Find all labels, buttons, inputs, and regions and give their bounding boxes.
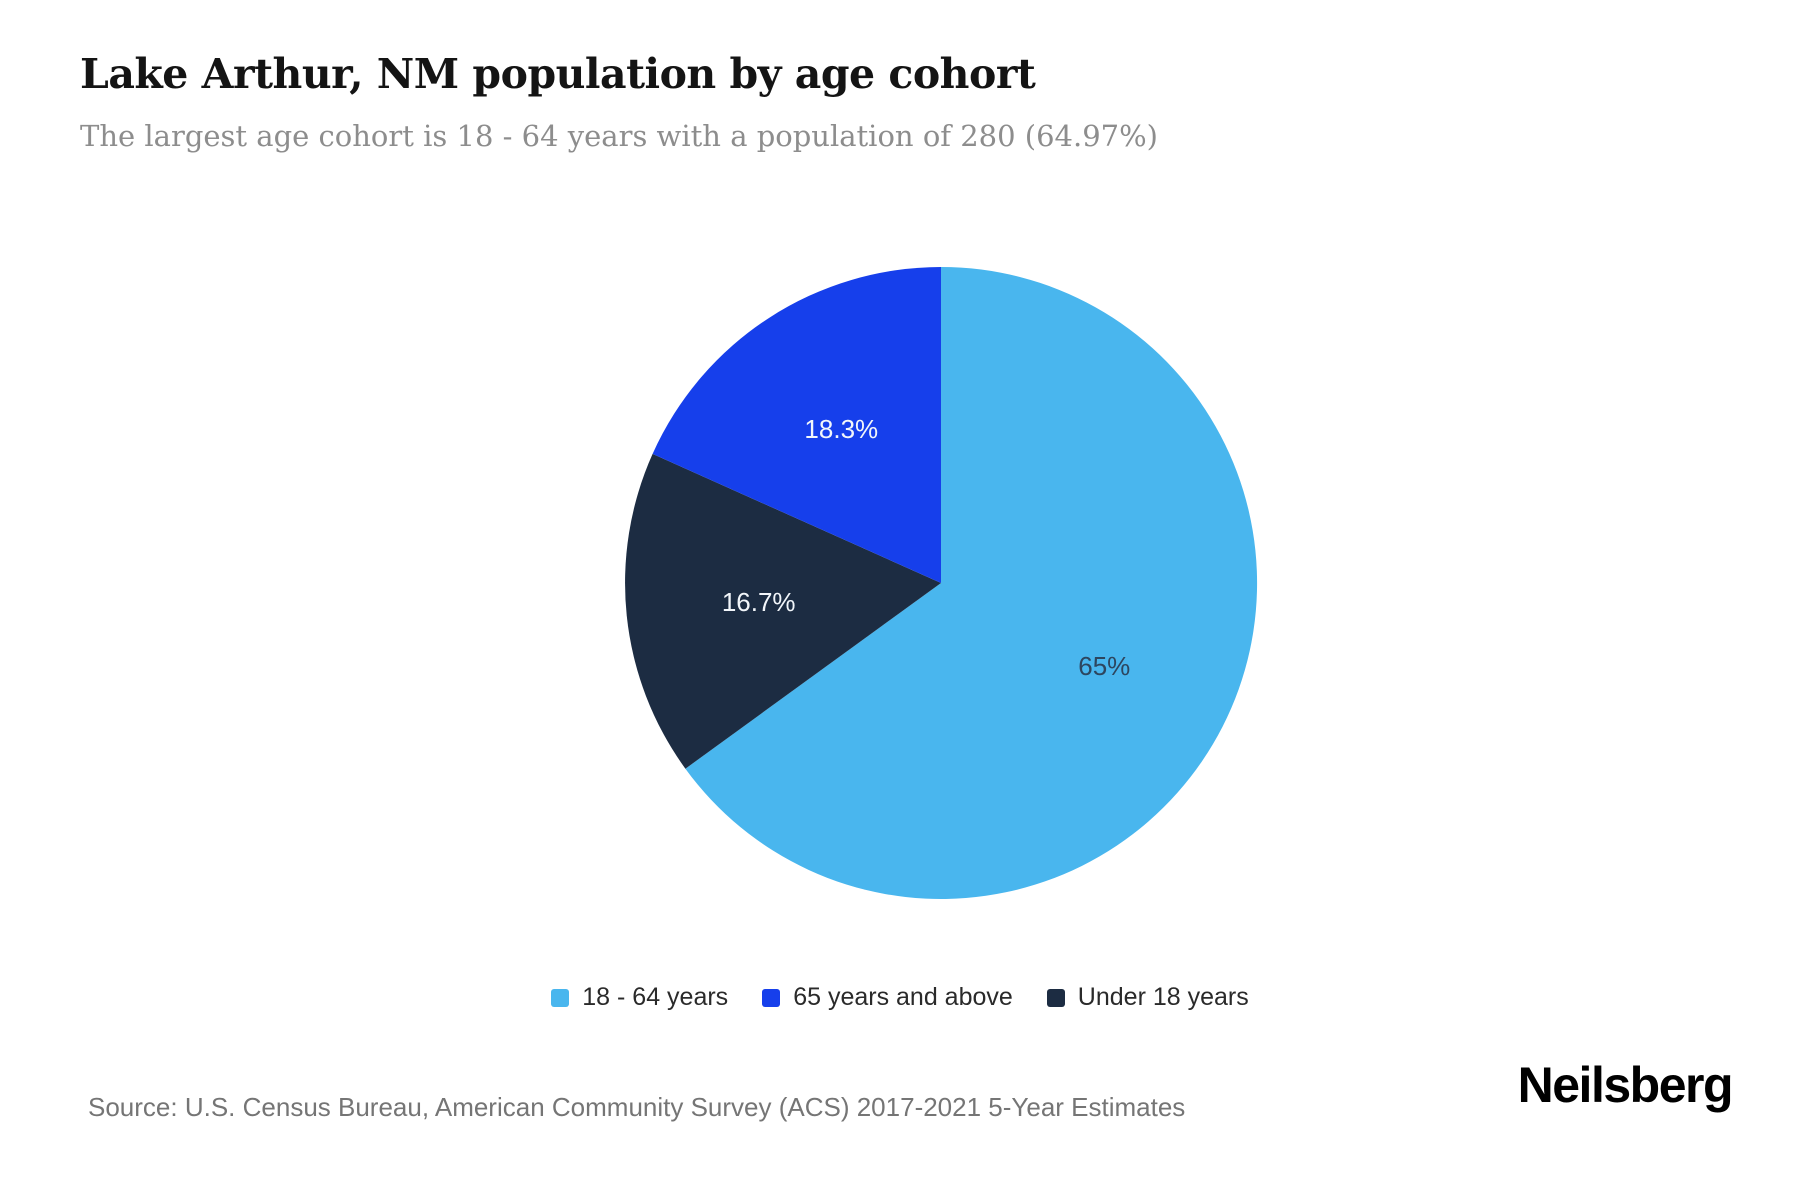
page-subtitle: The largest age cohort is 18 - 64 years … — [80, 119, 1158, 153]
legend-swatch-icon — [551, 988, 570, 1007]
legend-label: Under 18 years — [1077, 983, 1249, 1011]
neilsberg-logo: Neilsberg — [1517, 1057, 1734, 1113]
legend-label: 65 years and above — [793, 983, 1013, 1011]
legend-label: 18 - 64 years — [582, 983, 729, 1011]
legend-swatch-icon — [762, 988, 781, 1007]
legend-swatch-icon — [1046, 988, 1065, 1007]
page-title: Lake Arthur, NM population by age cohort — [80, 50, 1036, 98]
pie-slice-label: 65% — [1078, 651, 1130, 681]
legend-item-18-64-years[interactable]: 18 - 64 years — [551, 983, 728, 1012]
legend-item-65-years-and-above[interactable]: 65 years and above — [762, 983, 1013, 1012]
pie-slice-18-64-years[interactable] — [685, 267, 1258, 899]
pie-slice-under-18-years[interactable] — [625, 453, 941, 769]
pie-chart-area: 65% 16.7% 18.3% — [611, 253, 1271, 913]
pie-slice-65-years-and-above[interactable] — [652, 267, 941, 583]
source-note: Source: U.S. Census Bureau, American Com… — [88, 1092, 1186, 1122]
pie-slice-label: 16.7% — [722, 587, 796, 617]
pie-slice-label: 18.3% — [804, 414, 878, 444]
legend-item-under-18-years[interactable]: Under 18 years — [1046, 983, 1249, 1012]
pie-chart: 65% 16.7% 18.3% — [625, 267, 1258, 899]
chart-legend: 18 - 64 years 65 years and above Under 18 … — [0, 983, 1800, 1012]
